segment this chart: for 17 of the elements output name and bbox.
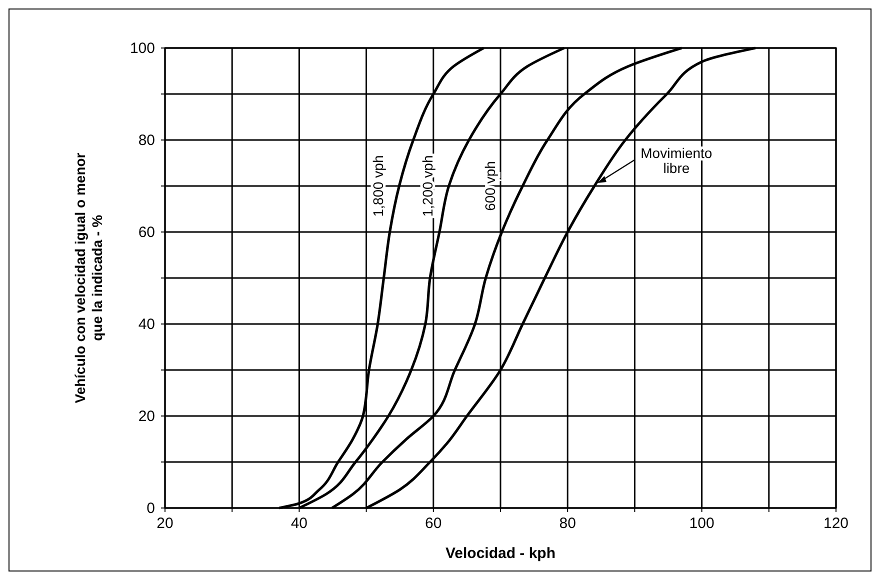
- x-tick-label: 60: [425, 515, 442, 532]
- y-tick-label: 80: [138, 132, 155, 149]
- text: 1,800 vph: [370, 155, 386, 217]
- y-axis-title: Vehículo con velocidad igual o menor que la indicada - %: [72, 152, 105, 404]
- x-tick-label: 40: [290, 515, 308, 532]
- text: 600 vph: [482, 161, 498, 211]
- y-tick-label: 100: [130, 40, 155, 57]
- x-tick-label: 100: [689, 515, 714, 532]
- y-tick-label: 40: [138, 316, 155, 333]
- x-tick-label: 20: [156, 515, 174, 532]
- text: 1,200 vph: [419, 155, 436, 217]
- y-tick-label: 0: [146, 500, 155, 517]
- y-tick-label: 60: [138, 224, 155, 241]
- y-tick-label: 20: [138, 408, 155, 425]
- x-axis-title: Velocidad - kph: [445, 545, 556, 562]
- x-tick-label: 120: [823, 515, 849, 532]
- x-tick-label: 80: [559, 515, 576, 532]
